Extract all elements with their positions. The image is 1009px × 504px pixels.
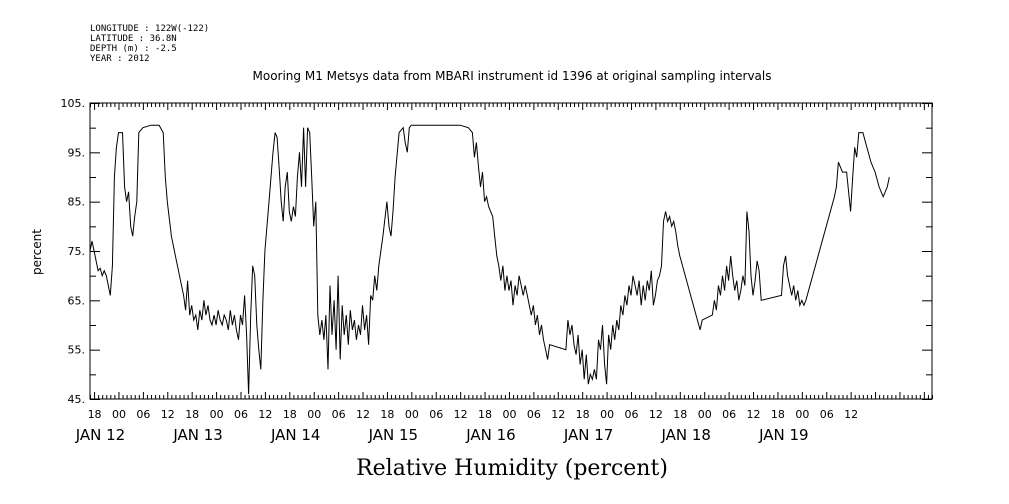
x-hour-label: 00 — [698, 408, 712, 421]
axes — [89, 102, 933, 400]
y-tick-labels: 45. 55. 65. 75. 85. 95. 105. — [61, 97, 86, 406]
y-tick-label: 95. — [68, 146, 86, 159]
x-hour-label: 00 — [405, 408, 419, 421]
latitude-label: LATITUDE : 36.8N — [90, 34, 177, 44]
y-tick-label: 75. — [68, 245, 86, 258]
x-hour-label: 06 — [624, 408, 638, 421]
x-hour-label: 12 — [844, 408, 858, 421]
x-axis-label: Relative Humidity (percent) — [356, 456, 668, 481]
x-hour-label: 06 — [332, 408, 346, 421]
x-day-label: JAN 18 — [660, 426, 711, 444]
x-hour-label: 12 — [356, 408, 370, 421]
x-day-label: JAN 19 — [758, 426, 809, 444]
x-hour-label: 18 — [771, 408, 785, 421]
x-hour-label: 18 — [576, 408, 590, 421]
x-hour-label: 00 — [795, 408, 809, 421]
x-day-label: JAN 13 — [172, 426, 223, 444]
x-hour-label: 00 — [600, 408, 614, 421]
y-axis-label: percent — [30, 229, 44, 275]
x-tick-labels: 18 00 06 12 18 00 06 12 18 00 06 12 18 00 06 12 18 00 06 12… — [75, 408, 858, 444]
y-tick-label: 65. — [68, 294, 86, 307]
x-hour-label: 18 — [380, 408, 394, 421]
depth-label: DEPTH (m) : -2.5 — [90, 44, 177, 54]
humidity-series-line — [89, 124, 890, 395]
x-hour-label: 18 — [478, 408, 492, 421]
y-tick-label: 105. — [61, 97, 86, 110]
x-hour-label: 06 — [820, 408, 834, 421]
x-hour-label: 12 — [649, 408, 663, 421]
chart-title: Mooring M1 Metsys data from MBARI instru… — [253, 69, 772, 83]
x-hour-label: 06 — [527, 408, 541, 421]
x-hour-label: 12 — [161, 408, 175, 421]
x-hour-label: 12 — [258, 408, 272, 421]
x-hour-label: 12 — [747, 408, 761, 421]
x-day-label: JAN 14 — [270, 426, 321, 444]
y-tick-label: 45. — [68, 393, 86, 406]
x-hour-label: 12 — [454, 408, 468, 421]
x-hour-label: 18 — [673, 408, 687, 421]
x-day-label: JAN 17 — [563, 426, 614, 444]
x-day-label: JAN 12 — [75, 426, 126, 444]
x-hour-label: 18 — [88, 408, 102, 421]
x-hour-label: 00 — [210, 408, 224, 421]
x-hour-label: 00 — [112, 408, 126, 421]
x-hour-label: 18 — [185, 408, 199, 421]
longitude-label: LONGITUDE : 122W(-122) — [90, 24, 209, 34]
y-tick-label: 55. — [68, 344, 86, 357]
x-hour-label: 12 — [551, 408, 565, 421]
plot-frame — [89, 102, 933, 400]
x-hour-label: 00 — [307, 408, 321, 421]
x-hour-label: 06 — [722, 408, 736, 421]
x-hour-label: 06 — [136, 408, 150, 421]
y-tick-label: 85. — [68, 196, 86, 209]
x-hour-label: 00 — [502, 408, 516, 421]
x-hour-label: 06 — [234, 408, 248, 421]
year-label: YEAR : 2012 — [90, 54, 150, 64]
x-day-label: JAN 15 — [368, 426, 419, 444]
x-day-label: JAN 16 — [465, 426, 516, 444]
x-hour-label: 06 — [429, 408, 443, 421]
x-hour-label: 18 — [283, 408, 297, 421]
